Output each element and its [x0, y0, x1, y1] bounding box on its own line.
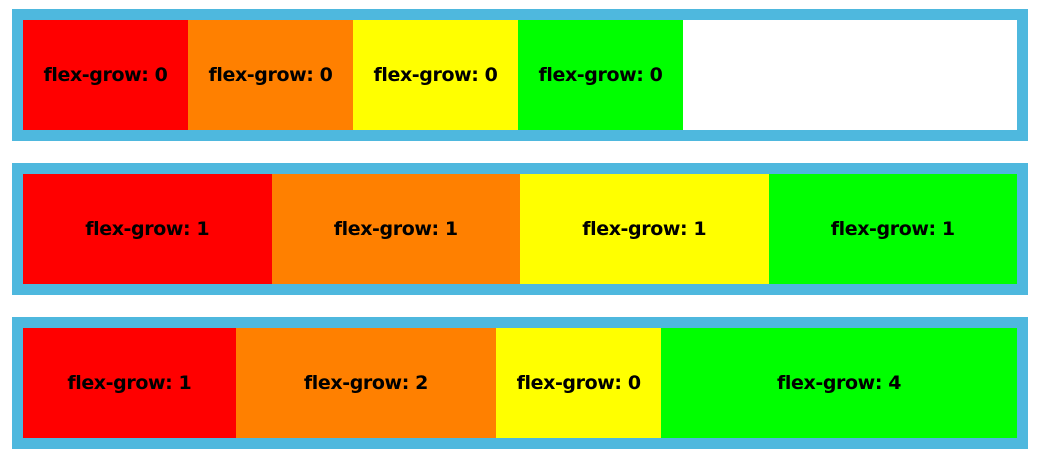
flex-container-row-2: flex-grow: 1 flex-grow: 1 flex-grow: 1 f… [12, 163, 1028, 295]
flex-item: flex-grow: 0 [188, 20, 353, 130]
flex-item: flex-grow: 1 [23, 328, 236, 438]
flex-item: flex-grow: 4 [661, 328, 1017, 438]
flex-item: flex-grow: 1 [768, 174, 1017, 284]
flex-item: flex-grow: 1 [520, 174, 769, 284]
flex-item: flex-grow: 1 [23, 174, 272, 284]
flex-item: flex-grow: 2 [235, 328, 497, 438]
flex-item: flex-grow: 0 [23, 20, 188, 130]
flex-item: flex-grow: 0 [353, 20, 518, 130]
flex-item: flex-grow: 0 [496, 328, 662, 438]
flex-container-row-1: flex-grow: 0 flex-grow: 0 flex-grow: 0 f… [12, 9, 1028, 141]
flex-item: flex-grow: 1 [271, 174, 520, 284]
flex-item: flex-grow: 0 [518, 20, 683, 130]
flex-container-row-3: flex-grow: 1 flex-grow: 2 flex-grow: 0 f… [12, 317, 1028, 449]
